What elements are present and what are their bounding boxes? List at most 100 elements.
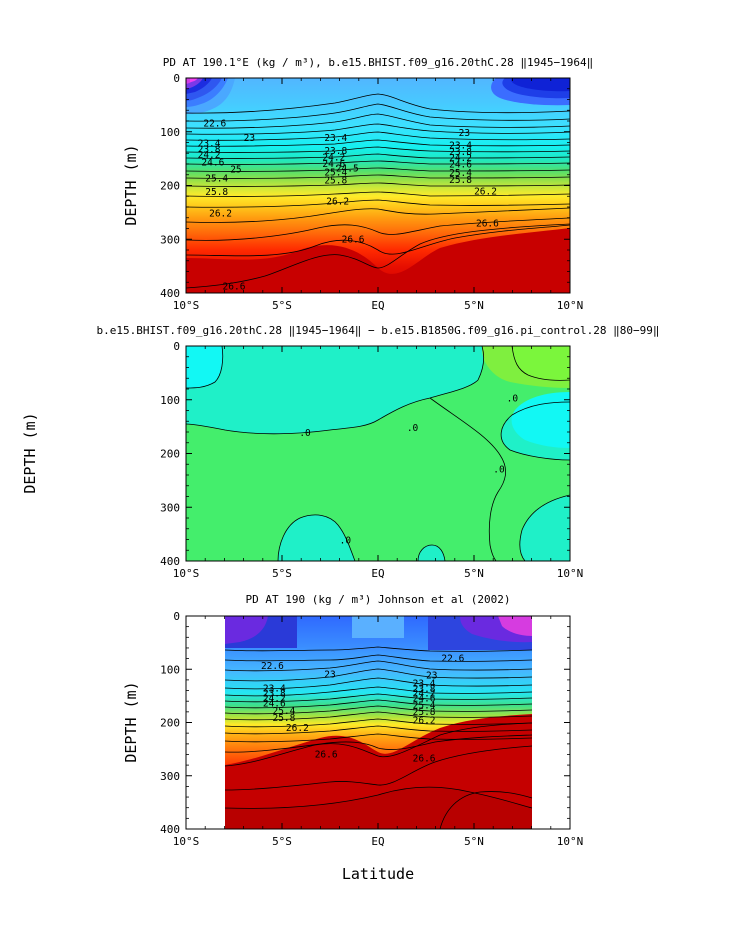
contour-label: 23 <box>324 670 335 681</box>
panel1-contour-lines <box>185 93 571 289</box>
y-tick-label: 200 <box>160 180 180 193</box>
contour-label: 25.8 <box>272 713 295 724</box>
y-tick-label: 300 <box>160 233 180 246</box>
contour-label: 24.6 <box>413 694 436 705</box>
y-tick-label: 100 <box>160 126 180 139</box>
x-tick-label: 5°S <box>272 835 292 848</box>
contour-label: 23.4 <box>263 683 286 694</box>
contour-label: 23.8 <box>324 146 347 157</box>
y-tick-label: 400 <box>160 555 180 568</box>
panel3-contour-labels: 22.62323.423.824.224.625.425.826.226.622… <box>261 654 465 765</box>
panel1-axes: 10°S 5°S EQ 5°N 10°N 0 100 200 300 400 <box>160 72 583 312</box>
panel2-title: b.e15.BHIST.f09_g16.20thC.28 ‖1945−1964‖… <box>97 324 660 337</box>
x-tick-label: 5°N <box>464 299 484 312</box>
contour-label: 24.6 <box>322 159 345 170</box>
x-tick-label: EQ <box>371 299 384 312</box>
panel3-y-axis-label: DEPTH (m) <box>122 681 140 762</box>
contour-label: 25 <box>230 164 241 175</box>
panel2-axes: 10°S 5°S EQ 5°N 10°N 0 100 200 300 400 <box>160 340 583 580</box>
contour-label: 26.6 <box>413 754 436 765</box>
contour-label: 23.4 <box>449 141 472 152</box>
contour-label: 23.8 <box>413 684 436 695</box>
y-tick-label: 200 <box>160 448 180 461</box>
contour-label: 24.6 <box>449 160 472 171</box>
contour-label: 23 <box>459 128 470 139</box>
y-tick-label: 0 <box>173 340 180 353</box>
contour-label: 22.6 <box>261 661 284 672</box>
contour-label: 24.2 <box>263 694 286 705</box>
panel1-y-axis-label: DEPTH (m) <box>122 144 140 225</box>
contour-label: 25.4 <box>449 168 472 179</box>
panel3-contour-lines <box>224 646 533 830</box>
contour-label: 23.4 <box>413 679 436 690</box>
contour-label: .0 <box>507 394 519 405</box>
panel2-y-axis-label: DEPTH (m) <box>21 412 39 493</box>
contour-label: 25.8 <box>205 187 228 198</box>
x-tick-label: 10°S <box>173 835 200 848</box>
contour-label: 24.2 <box>413 689 436 700</box>
contour-label: .0 <box>493 465 505 476</box>
panel2-filled-contours <box>186 346 570 561</box>
x-tick-label: EQ <box>371 835 384 848</box>
y-tick-label: 100 <box>160 663 180 676</box>
contour-label: .0 <box>340 536 352 547</box>
panel1-contour-labels: 22.62323.423.824.224.62525.425.826.226.6… <box>198 119 500 293</box>
y-tick-label: 0 <box>173 610 180 623</box>
x-tick-label: 10°S <box>173 567 200 580</box>
x-tick-label: 5°N <box>464 835 484 848</box>
contour-label: 22.6 <box>203 119 226 130</box>
contour-label: 25.4 <box>413 700 436 711</box>
panel1-title: PD AT 190.1°E (kg / m³), b.e15.BHIST.f09… <box>163 56 593 69</box>
contour-label: 23.4 <box>198 139 221 150</box>
panel2-contour-lines <box>185 345 571 562</box>
contour-label: 26.6 <box>476 219 499 230</box>
contour-label: 23 <box>426 671 437 682</box>
contour-label: 25.4 <box>272 706 295 717</box>
contour-label: 26.2 <box>286 723 309 734</box>
x-tick-label: 5°S <box>272 567 292 580</box>
contour-label: 24.6 <box>263 698 286 709</box>
y-tick-label: 0 <box>173 72 180 85</box>
panel-difference: b.e15.BHIST.f09_g16.20thC.28 ‖1945−1964‖… <box>97 324 660 580</box>
x-tick-label: 10°N <box>557 835 584 848</box>
x-tick-label: 5°S <box>272 299 292 312</box>
panel3-title: PD AT 190 (kg / m³) Johnson et al (2002) <box>246 593 511 606</box>
contour-label: 26.2 <box>209 208 232 219</box>
y-tick-label: 100 <box>160 394 180 407</box>
x-tick-label: 10°N <box>557 567 584 580</box>
contour-label: 26.2 <box>326 197 349 208</box>
y-tick-label: 200 <box>160 717 180 730</box>
y-tick-label: 300 <box>160 501 180 514</box>
contour-label: 23.8 <box>263 689 286 700</box>
contour-label: 24.2 <box>449 153 472 164</box>
contour-label: 26.2 <box>474 186 497 197</box>
panel2-contour-labels: .0 .0 .0 .0 .0 <box>299 394 518 547</box>
contour-label: 23.8 <box>198 144 221 155</box>
y-tick-label: 400 <box>160 823 180 836</box>
panel-johnson-observations: PD AT 190 (kg / m³) Johnson et al (2002) <box>160 593 583 848</box>
contour-label: 26.6 <box>342 234 365 245</box>
contour-label: 25.8 <box>449 175 472 186</box>
contour-label: 25.4 <box>324 168 347 179</box>
y-tick-label: 400 <box>160 287 180 300</box>
contour-label: 24.5 <box>336 163 359 174</box>
contour-label: 25.4 <box>205 174 228 185</box>
contour-label: 25.8 <box>413 707 436 718</box>
contour-label: 26.6 <box>315 749 338 760</box>
panel-model-density: PD AT 190.1°E (kg / m³), b.e15.BHIST.f09… <box>160 56 593 312</box>
contour-label: 26.2 <box>413 715 436 726</box>
x-tick-label: EQ <box>371 567 384 580</box>
contour-label: 24.2 <box>198 150 221 161</box>
contour-label: .0 <box>299 428 311 439</box>
x-tick-label: 10°S <box>173 299 200 312</box>
contour-label: .0 <box>407 423 419 434</box>
contour-label: 24.2 <box>322 153 345 164</box>
contour-label: 23.4 <box>324 133 347 144</box>
contour-label: 24.6 <box>201 157 224 168</box>
contour-label: 23 <box>244 133 255 144</box>
x-axis-label: Latitude <box>342 865 414 883</box>
contour-label: 23.8 <box>449 147 472 158</box>
panel3-axes: 10°S 5°S EQ 5°N 10°N 0 100 200 300 400 <box>160 610 583 848</box>
contour-label: 22.6 <box>441 654 464 665</box>
